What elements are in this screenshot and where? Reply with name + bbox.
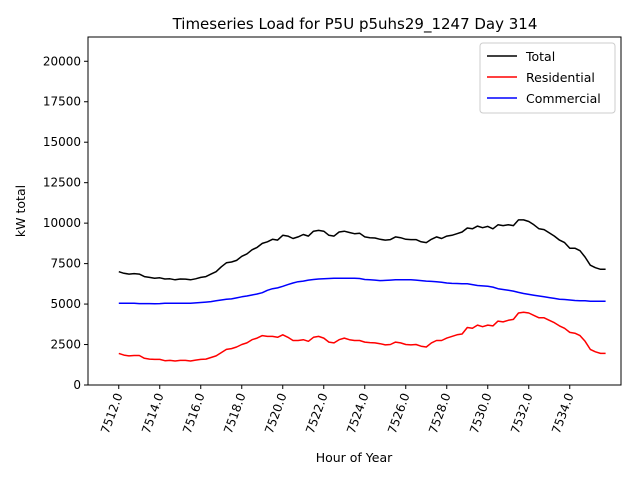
series-line-total	[118, 219, 606, 281]
x-tick-label: 7512.0	[98, 391, 126, 435]
x-tick-label: 7532.0	[508, 391, 536, 435]
y-tick-label: 2500	[50, 338, 81, 352]
x-tick-label: 7514.0	[139, 391, 167, 435]
x-tick-label: 7518.0	[221, 391, 249, 435]
y-tick-label: 7500	[50, 257, 81, 271]
x-tick-label: 7534.0	[549, 391, 577, 435]
series-group	[118, 219, 606, 362]
series-line-residential	[118, 311, 606, 362]
x-tick-label: 7516.0	[180, 391, 208, 435]
x-tick-label: 7520.0	[262, 391, 290, 435]
x-tick-label: 7522.0	[303, 391, 331, 435]
legend: Total Residential Commercial	[479, 42, 616, 114]
y-tick-label: 15000	[43, 135, 81, 149]
x-axis-label: Hour of Year	[316, 450, 393, 465]
x-tick-label: 7526.0	[385, 391, 413, 435]
chart-title: Timeseries Load for P5U p5uhs29_1247 Day…	[172, 15, 538, 34]
y-axis-ticks: 0 2500 5000 7500 10000 12500 15000 17500 20000	[43, 54, 88, 392]
y-tick-label: 5000	[50, 297, 81, 311]
series-line-commercial	[118, 277, 606, 305]
y-axis-label: kW total	[13, 185, 28, 237]
y-tick-label: 17500	[43, 95, 81, 109]
x-axis-ticks: 7512.0 7514.0 7516.0 7518.0 7520.0 7522.0 7524…	[98, 385, 577, 435]
legend-box	[479, 42, 616, 114]
legend-label-commercial: Commercial	[526, 91, 601, 106]
legend-label-residential: Residential	[526, 70, 595, 85]
legend-label-total: Total	[525, 49, 555, 64]
x-tick-label: 7530.0	[467, 391, 495, 435]
y-tick-label: 12500	[43, 176, 81, 190]
x-tick-label: 7528.0	[426, 391, 454, 435]
y-tick-label: 0	[73, 378, 81, 392]
x-tick-label: 7524.0	[344, 391, 372, 435]
y-tick-label: 20000	[43, 54, 81, 68]
y-tick-label: 10000	[43, 216, 81, 230]
